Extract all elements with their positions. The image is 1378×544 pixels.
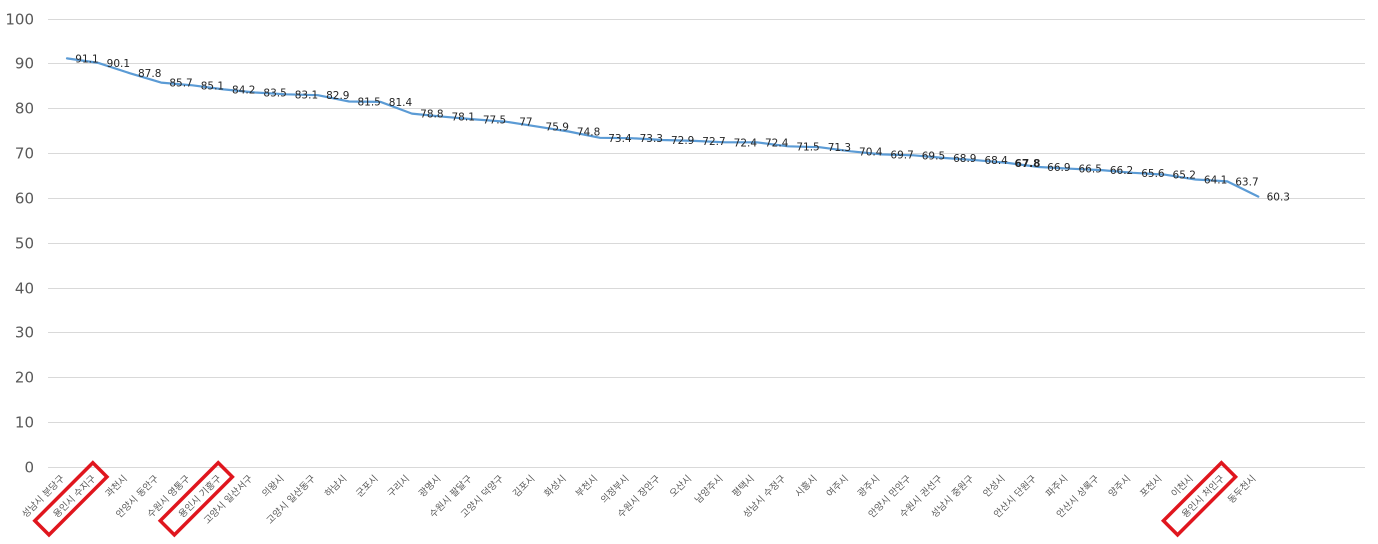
y-tick-label: 50 xyxy=(15,235,34,253)
data-label: 78.1 xyxy=(452,112,475,124)
x-tick-label: 부천시 xyxy=(574,473,600,499)
highlight-box xyxy=(157,460,235,538)
highlight-boxes xyxy=(32,460,1239,538)
y-tick-label: 40 xyxy=(15,280,34,298)
data-label: 81.5 xyxy=(357,96,380,108)
data-label: 72.7 xyxy=(702,136,725,148)
x-tick-label: 포천시 xyxy=(1138,473,1164,499)
data-label: 74.8 xyxy=(577,127,600,139)
data-label: 72.4 xyxy=(765,137,789,149)
data-label: 77 xyxy=(519,117,532,129)
x-tick-label: 파주시 xyxy=(1044,473,1070,499)
data-label: 87.8 xyxy=(138,68,161,80)
x-tick-label: 의왕시 xyxy=(260,473,286,499)
series-line-layer xyxy=(65,57,1260,198)
series-line xyxy=(65,57,1260,198)
y-tick-label: 0 xyxy=(24,459,34,477)
data-label: 70.4 xyxy=(859,146,883,158)
data-label: 73.3 xyxy=(640,133,663,145)
x-tick-label: 오산시 xyxy=(668,473,694,499)
data-label: 81.4 xyxy=(389,97,413,109)
x-tick-label: 화성시 xyxy=(542,473,568,499)
highlight-box-rect xyxy=(1160,460,1239,538)
x-tick-label: 안성시 xyxy=(981,473,1007,499)
data-label: 73.4 xyxy=(608,133,632,145)
x-tick-label: 동두천시 xyxy=(1226,473,1259,506)
data-label: 66.5 xyxy=(1079,164,1102,176)
x-tick-label: 구리시 xyxy=(386,473,412,499)
data-label: 82.9 xyxy=(326,90,349,102)
data-label: 71.5 xyxy=(796,141,819,153)
highlight-box-rect xyxy=(32,460,110,538)
y-axis-ticks: 0 10 20 30 40 50 60 70 80 90 100 xyxy=(5,11,34,477)
x-tick-label: 광주시 xyxy=(855,473,882,500)
x-tick-label: 시흥시 xyxy=(792,473,819,500)
data-labels: 91.1 90.1 87.8 85.7 85.1 84.2 83.5 83.1 82.9 81.5… xyxy=(75,53,1290,203)
y-tick-label: 10 xyxy=(15,414,34,432)
x-tick-label: 양주시 xyxy=(1107,473,1133,499)
data-label: 60.3 xyxy=(1267,192,1290,204)
data-label: 85.1 xyxy=(201,80,224,92)
x-tick-label: 남양주시 xyxy=(693,473,726,506)
y-tick-label: 90 xyxy=(15,55,34,73)
x-tick-label: 김포시 xyxy=(510,473,537,500)
x-tick-label: 하남시 xyxy=(322,473,349,500)
data-label: 69.5 xyxy=(922,150,945,162)
data-label: 91.1 xyxy=(75,53,98,65)
data-label: 72.4 xyxy=(734,137,758,149)
highlight-box xyxy=(1160,460,1239,538)
y-tick-label: 20 xyxy=(15,369,34,387)
gridlines xyxy=(48,19,1365,468)
y-tick-label: 60 xyxy=(15,190,34,208)
data-label-highlighted: 67.8 xyxy=(1015,158,1041,170)
x-tick-label: 평택시 xyxy=(730,473,756,499)
y-tick-label: 70 xyxy=(15,145,34,163)
data-label: 64.1 xyxy=(1204,175,1227,187)
data-label: 72.9 xyxy=(671,135,694,147)
x-tick-label: 여주시 xyxy=(824,473,851,500)
x-tick-label: 광명시 xyxy=(416,473,443,500)
data-label: 84.2 xyxy=(232,84,255,96)
x-tick-label: 이천시 xyxy=(1169,473,1195,499)
data-label: 65.6 xyxy=(1141,168,1165,180)
data-label: 66.2 xyxy=(1110,165,1133,177)
data-label: 77.5 xyxy=(483,114,506,126)
data-label: 66.9 xyxy=(1047,162,1070,174)
data-label: 85.7 xyxy=(169,78,192,90)
data-label: 68.4 xyxy=(984,155,1008,167)
highlight-box-rect xyxy=(157,460,235,538)
x-tick-label: 군포시 xyxy=(354,473,380,499)
data-label: 75.9 xyxy=(546,122,569,134)
y-tick-label: 100 xyxy=(5,11,34,29)
y-tick-label: 80 xyxy=(15,100,34,118)
y-tick-label: 30 xyxy=(15,324,34,342)
highlight-box xyxy=(32,460,110,538)
data-label: 63.7 xyxy=(1235,176,1258,188)
data-label: 90.1 xyxy=(107,58,130,70)
data-label: 83.5 xyxy=(263,88,286,100)
data-label: 68.9 xyxy=(953,153,976,165)
data-label: 69.7 xyxy=(890,149,913,161)
data-label: 65.2 xyxy=(1173,170,1196,182)
data-label: 83.1 xyxy=(295,89,318,101)
data-label: 78.8 xyxy=(420,109,443,121)
data-label: 71.3 xyxy=(828,142,851,154)
